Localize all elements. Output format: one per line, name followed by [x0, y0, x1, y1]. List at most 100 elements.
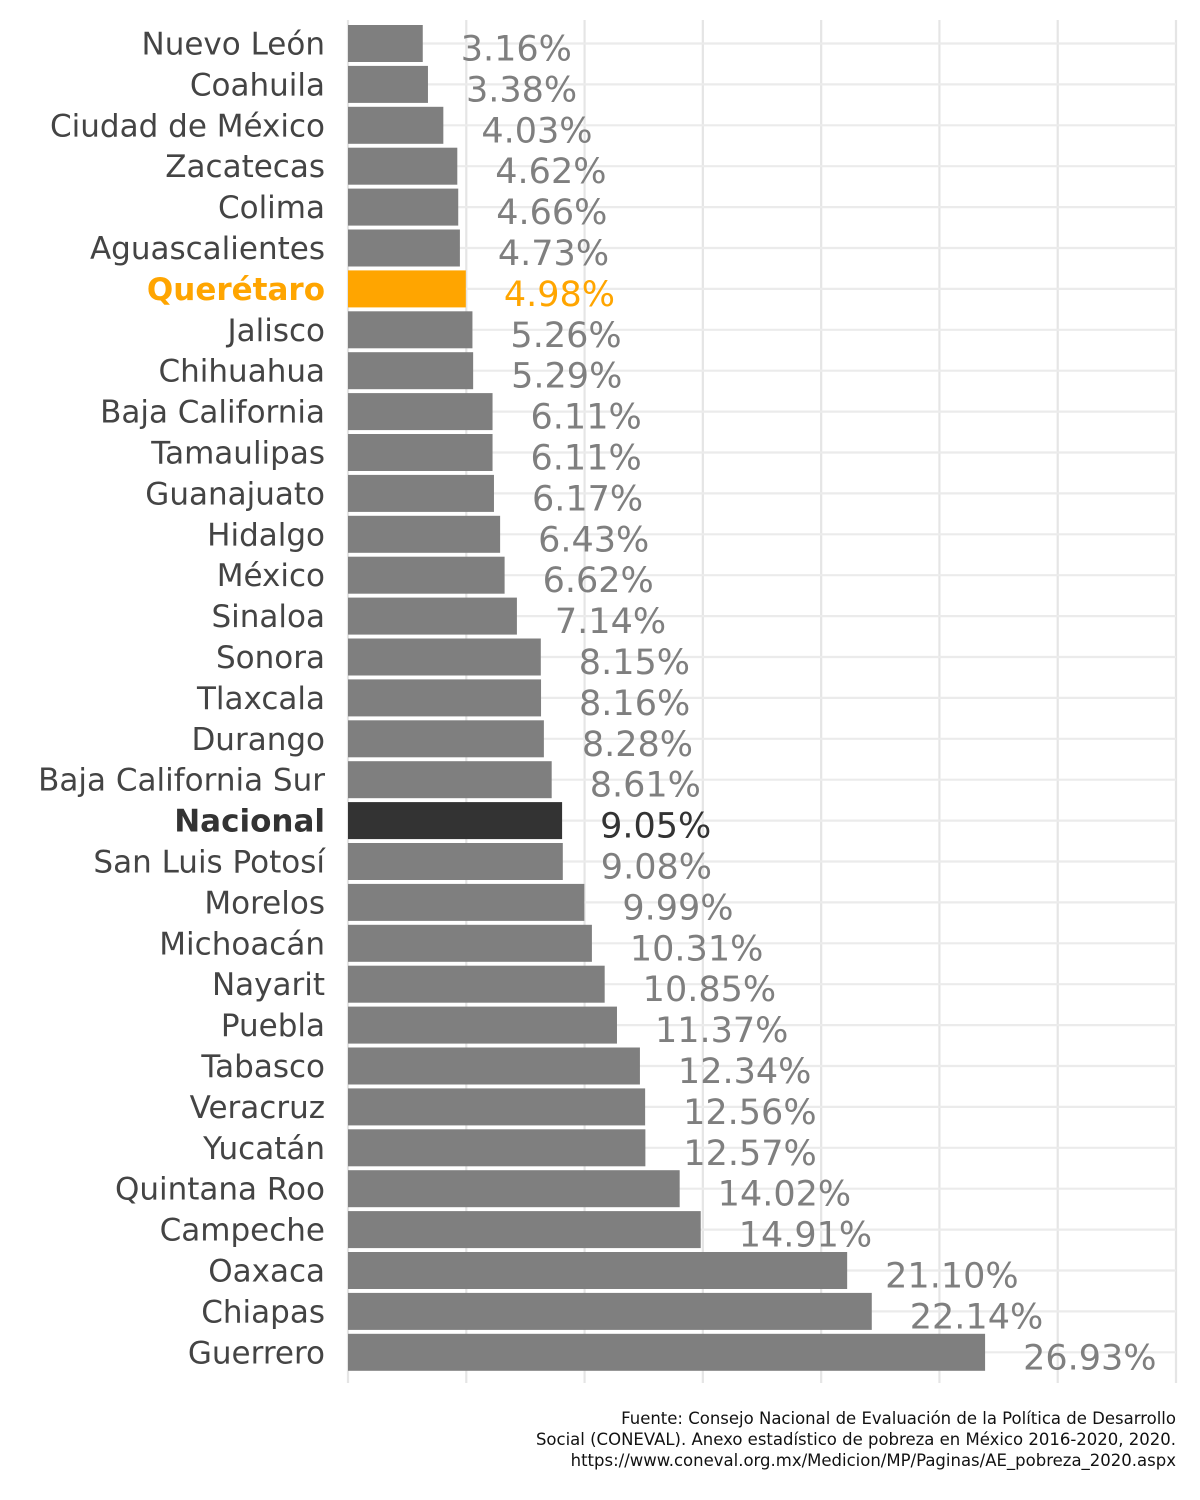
value-label: 3.38% — [466, 70, 577, 110]
bar — [348, 1292, 872, 1330]
bar — [348, 106, 444, 144]
value-label: 12.56% — [683, 1093, 816, 1133]
category-label: Hidalgo — [207, 517, 325, 553]
value-label: 8.61% — [590, 766, 701, 806]
category-label: Baja California Sur — [38, 763, 325, 799]
bar — [348, 802, 563, 840]
value-label: 14.02% — [718, 1175, 851, 1215]
bar — [348, 638, 541, 676]
value-label: 10.85% — [643, 970, 776, 1010]
category-label: Coahuila — [190, 67, 325, 103]
value-label: 5.29% — [511, 357, 622, 397]
bar — [348, 924, 592, 962]
value-label: 22.14% — [910, 1297, 1043, 1337]
bar — [348, 352, 474, 390]
value-label: 6.17% — [532, 479, 643, 519]
bar — [348, 515, 501, 553]
bar — [348, 65, 428, 103]
category-label: Colima — [218, 190, 325, 226]
bar — [348, 270, 466, 308]
category-label: Quintana Roo — [115, 1172, 325, 1208]
category-label: Morelos — [204, 885, 325, 921]
value-label: 12.57% — [683, 1134, 816, 1174]
category-label: Guanajuato — [145, 476, 325, 512]
value-label: 9.05% — [600, 807, 711, 847]
category-label: Nayarit — [212, 967, 325, 1003]
bar — [348, 1006, 617, 1044]
bar-chart: Nuevo León Coahuila Ciudad de México Zacate… — [38, 20, 1178, 1383]
value-label: 6.43% — [538, 520, 649, 560]
bar — [348, 188, 459, 226]
bar — [348, 679, 542, 717]
bar — [348, 1333, 986, 1371]
bar — [348, 1047, 640, 1085]
category-label: Chihuahua — [159, 354, 326, 390]
bar — [348, 556, 505, 594]
value-label: 21.10% — [885, 1257, 1018, 1297]
value-label: 8.15% — [579, 643, 690, 683]
category-label: Tlaxcala — [196, 681, 325, 717]
category-label: Aguascalientes — [90, 231, 325, 267]
bar — [348, 229, 460, 267]
value-label: 4.03% — [481, 111, 592, 151]
category-label: Oaxaca — [208, 1254, 325, 1290]
bar — [348, 25, 423, 62]
value-label: 10.31% — [630, 929, 763, 969]
source-note: Fuente: Consejo Nacional de Evaluación d… — [416, 1408, 1176, 1471]
bar — [348, 474, 494, 512]
bar — [348, 1088, 646, 1126]
value-label: 4.73% — [498, 234, 609, 274]
category-label: Chiapas — [201, 1294, 325, 1330]
bar — [348, 311, 473, 349]
value-label: 8.16% — [579, 684, 690, 724]
category-label: Zacatecas — [165, 149, 325, 185]
value-labels: 3.16%3.38%4.03%4.62%4.66%4.73%4.98%5.26%… — [461, 30, 1157, 1379]
grid-lines — [346, 20, 1178, 1383]
bar — [348, 965, 605, 1003]
bar — [348, 1129, 646, 1167]
source-line-2: Social (CONEVAL). Anexo estadístico de p… — [535, 1430, 1176, 1449]
bar — [348, 597, 517, 635]
value-label: 5.26% — [510, 316, 621, 356]
source-line-1: Fuente: Consejo Nacional de Evaluación d… — [621, 1409, 1176, 1428]
category-label: Campeche — [160, 1213, 325, 1249]
value-label: 3.16% — [461, 30, 572, 70]
value-label: 9.99% — [622, 888, 733, 928]
bar — [348, 883, 585, 921]
category-label: Puebla — [221, 1008, 325, 1044]
value-label: 6.62% — [543, 561, 654, 601]
value-label: 11.37% — [655, 1011, 788, 1051]
category-label: Nacional — [174, 804, 325, 840]
source-line-3: https://www.coneval.org.mx/Medicion/MP/P… — [570, 1451, 1176, 1470]
bar — [348, 393, 493, 431]
value-label: 6.11% — [531, 398, 642, 438]
bar — [348, 434, 493, 471]
category-label: Baja California — [100, 395, 325, 431]
category-label: Durango — [191, 722, 325, 758]
value-label: 4.62% — [495, 152, 606, 192]
category-label: Veracruz — [190, 1090, 325, 1126]
value-label: 8.28% — [582, 725, 693, 765]
category-label: Yucatán — [202, 1131, 325, 1167]
bar — [348, 147, 458, 185]
value-label: 26.93% — [1023, 1338, 1156, 1378]
category-label: Michoacán — [159, 926, 325, 962]
category-label: Querétaro — [147, 272, 325, 308]
category-label: Nuevo León — [142, 27, 326, 63]
bar — [348, 843, 563, 880]
value-label: 12.34% — [678, 1052, 811, 1092]
category-label: Ciudad de México — [50, 108, 325, 144]
bar — [348, 720, 544, 758]
bars — [348, 25, 986, 1371]
category-label: Tamaulipas — [150, 436, 325, 472]
category-label: Jalisco — [225, 313, 325, 349]
value-label: 14.91% — [739, 1216, 872, 1256]
bar — [348, 1252, 848, 1289]
category-labels: Nuevo León Coahuila Ciudad de México Zacate… — [38, 27, 326, 1372]
category-label: Sinaloa — [211, 599, 325, 635]
value-label: 6.11% — [531, 439, 642, 479]
value-label: 7.14% — [555, 602, 666, 642]
bar — [348, 1211, 701, 1249]
category-label: México — [217, 558, 325, 594]
value-label: 4.66% — [496, 193, 607, 233]
